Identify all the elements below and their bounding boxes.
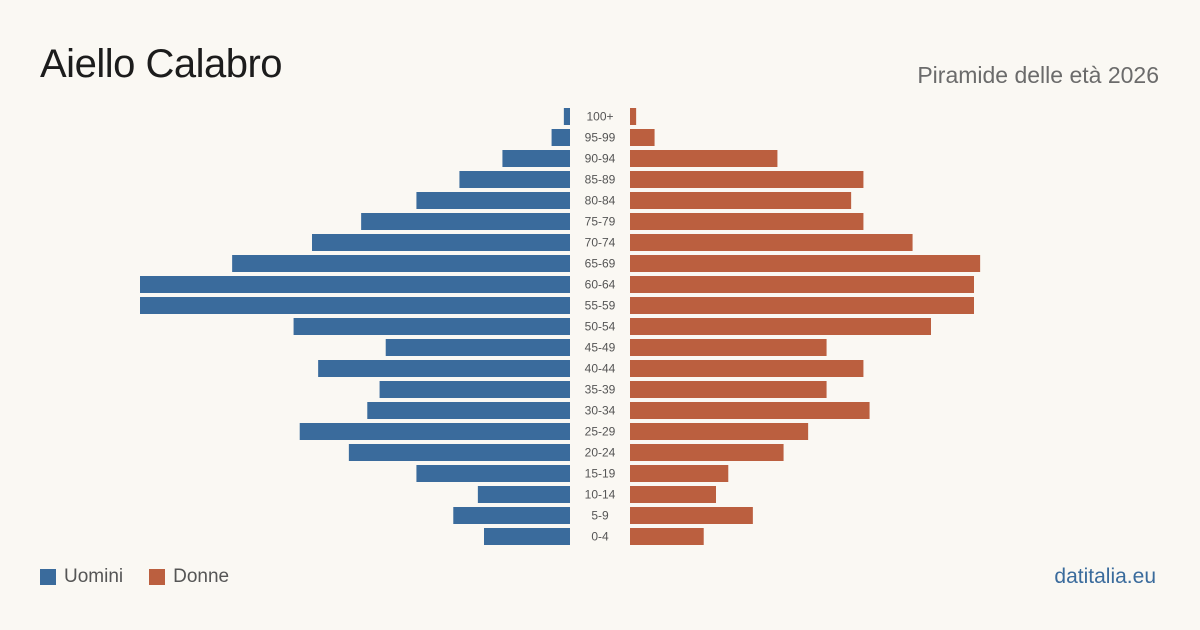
bar-men-15-19 bbox=[416, 465, 570, 482]
chart-legend: Uomini Donne bbox=[40, 566, 255, 588]
age-label-30-34: 30-34 bbox=[585, 404, 616, 418]
bar-women-10-14 bbox=[630, 486, 716, 503]
bar-women-70-74 bbox=[630, 234, 913, 251]
legend-label-women: Donne bbox=[173, 566, 230, 587]
legend-item-women: Donne bbox=[149, 566, 229, 588]
bar-women-30-34 bbox=[630, 402, 870, 419]
bar-women-15-19 bbox=[630, 465, 729, 482]
bar-women-55-59 bbox=[630, 297, 974, 314]
bar-men-95-99 bbox=[551, 129, 570, 146]
bar-women-35-39 bbox=[630, 381, 827, 398]
bar-women-60-64 bbox=[630, 276, 974, 293]
age-label-95-99: 95-99 bbox=[585, 131, 616, 145]
bar-men-90-94 bbox=[502, 150, 570, 167]
chart-title: Aiello Calabro bbox=[40, 42, 283, 86]
age-label-90-94: 90-94 bbox=[585, 152, 616, 166]
age-label-40-44: 40-44 bbox=[585, 362, 616, 376]
age-label-15-19: 15-19 bbox=[585, 467, 616, 481]
bar-men-5-9 bbox=[453, 507, 570, 524]
bar-men-25-29 bbox=[299, 423, 570, 440]
age-label-10-14: 10-14 bbox=[585, 488, 616, 502]
age-label-0-4: 0-4 bbox=[591, 530, 609, 544]
age-label-25-29: 25-29 bbox=[585, 425, 616, 439]
bar-men-20-24 bbox=[348, 444, 570, 461]
legend-item-men: Uomini bbox=[40, 566, 123, 588]
bar-women-95-99 bbox=[630, 129, 655, 146]
bar-men-85-89 bbox=[459, 171, 570, 188]
age-label-65-69: 65-69 bbox=[585, 257, 616, 271]
age-label-75-79: 75-79 bbox=[585, 215, 616, 229]
bar-men-65-69 bbox=[232, 255, 570, 272]
bar-men-35-39 bbox=[379, 381, 570, 398]
age-label-60-64: 60-64 bbox=[585, 278, 616, 292]
bar-men-40-44 bbox=[318, 360, 570, 377]
brand-link[interactable]: datitalia.eu bbox=[1054, 565, 1156, 588]
bar-women-45-49 bbox=[630, 339, 827, 356]
bar-women-5-9 bbox=[630, 507, 753, 524]
bar-men-75-79 bbox=[361, 213, 570, 230]
bar-men-80-84 bbox=[416, 192, 570, 209]
bar-men-30-34 bbox=[367, 402, 570, 419]
bar-men-0-4 bbox=[484, 528, 570, 545]
bar-women-75-79 bbox=[630, 213, 864, 230]
legend-swatch-men bbox=[40, 569, 56, 585]
bar-women-90-94 bbox=[630, 150, 778, 167]
bar-women-25-29 bbox=[630, 423, 809, 440]
age-label-85-89: 85-89 bbox=[585, 173, 616, 187]
bar-women-65-69 bbox=[630, 255, 981, 272]
age-label-70-74: 70-74 bbox=[585, 236, 616, 250]
bar-women-85-89 bbox=[630, 171, 864, 188]
bar-men-45-49 bbox=[385, 339, 570, 356]
age-label-50-54: 50-54 bbox=[585, 320, 616, 334]
bar-men-60-64 bbox=[140, 276, 570, 293]
bar-women-0-4 bbox=[630, 528, 704, 545]
bar-women-100+ bbox=[630, 108, 637, 125]
age-label-45-49: 45-49 bbox=[585, 341, 616, 355]
age-label-5-9: 5-9 bbox=[591, 509, 609, 523]
age-label-55-59: 55-59 bbox=[585, 299, 616, 313]
age-label-20-24: 20-24 bbox=[585, 446, 616, 460]
legend-label-men: Uomini bbox=[64, 566, 124, 587]
bar-men-100+ bbox=[563, 108, 570, 125]
bar-women-20-24 bbox=[630, 444, 784, 461]
bar-women-80-84 bbox=[630, 192, 852, 209]
bar-women-40-44 bbox=[630, 360, 864, 377]
bar-men-50-54 bbox=[293, 318, 570, 335]
chart-subtitle: Piramide delle età 2026 bbox=[917, 62, 1159, 88]
bar-men-55-59 bbox=[140, 297, 570, 314]
bar-women-50-54 bbox=[630, 318, 931, 335]
age-label-80-84: 80-84 bbox=[585, 194, 616, 208]
bar-men-10-14 bbox=[477, 486, 570, 503]
legend-swatch-women bbox=[149, 569, 166, 585]
age-label-35-39: 35-39 bbox=[585, 383, 616, 397]
bar-men-70-74 bbox=[312, 234, 570, 251]
age-label-100+: 100+ bbox=[586, 110, 613, 124]
